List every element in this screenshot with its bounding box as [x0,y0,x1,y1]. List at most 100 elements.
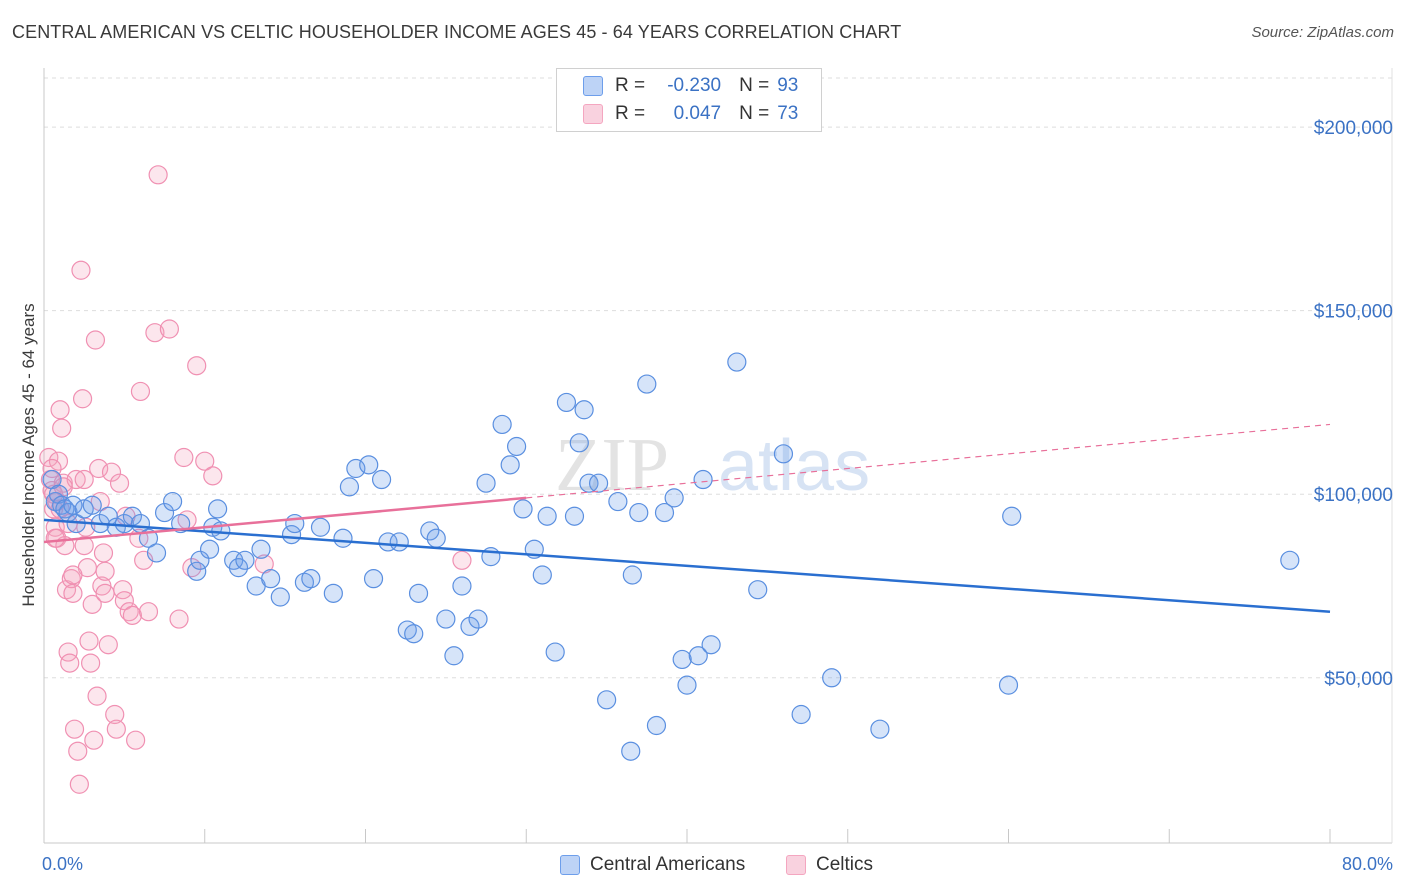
legend-swatch-pink [583,104,603,124]
celtics-point [69,774,89,794]
celtics-point [159,319,179,339]
central-americans-point [82,495,102,515]
celtics-point [45,528,65,548]
celtics-point [130,381,151,402]
central-americans-point [426,528,446,548]
central-americans-point [444,646,464,666]
y-tick-label: $200,000 [1314,118,1393,139]
central-americans-point [646,715,667,736]
central-americans-point [420,521,440,541]
celtics-point [195,451,215,471]
celtics-point [93,543,114,563]
celtics-point [85,330,106,350]
central-americans-point [270,587,290,607]
celtics-trend-extension [526,423,1331,499]
central-americans-point [532,565,552,585]
central-americans-point [492,414,512,435]
celtics-point [39,447,59,468]
central-americans-point [507,436,527,457]
celtics-point [452,550,472,570]
bottom-legend-label: Central Americans [590,854,746,875]
central-americans-point [251,539,271,559]
central-americans-point [569,433,589,453]
legend-swatch-blue [583,76,603,96]
central-americans-point [822,668,842,688]
central-americans-point [389,532,409,552]
central-americans-point [654,502,675,523]
chart-title: CENTRAL AMERICAN VS CELTIC HOUSEHOLDER I… [12,22,902,42]
legend-row-celtics: R = 0.047 N = 73 [583,101,798,127]
central-americans-point [672,649,692,670]
central-americans-point [664,488,684,508]
celtics-trend-line [43,496,527,544]
central-americans-point [323,583,343,603]
legend-n-value: 93 [777,75,799,96]
celtics-point [68,741,88,761]
central-americans-point [339,477,360,497]
central-americans-point [597,690,617,710]
central-americans-point [408,583,429,603]
celtics-point [74,536,94,556]
legend-n-value: 73 [777,103,799,124]
x-tick-label: 0.0% [42,854,83,874]
celtics-point [126,730,146,750]
tick-labels: $50,000 $100,000 $150,000 $200,000 0.0% 80.0% [42,118,1393,874]
x-tick-label: 80.0% [1342,854,1393,874]
celtics-point [63,583,83,603]
central-americans-point [588,473,609,493]
watermark-atlas: atlas [718,426,870,506]
central-americans-point [688,646,708,666]
central-americans-point [404,624,424,644]
central-americans-point [199,539,220,559]
central-americans-point [545,642,565,662]
central-americans-point [436,609,456,629]
central-americans-points [42,352,1300,761]
celtics-point [95,561,115,581]
central-americans-point [537,506,557,526]
celtics-point [169,609,189,629]
y-tick-label: $50,000 [1324,669,1393,690]
central-americans-point [359,455,379,475]
celtics-point [106,719,126,739]
central-americans-point [998,675,1019,695]
bottom-legend-swatch-pink [786,855,806,875]
y-tick-label: $100,000 [1314,485,1393,506]
legend-n-label: N = [739,103,770,124]
central-americans-point [452,576,472,596]
central-americans-point [622,565,642,585]
central-americans-point [629,502,649,523]
axes [43,68,1393,844]
celtics-point [48,451,69,471]
central-americans-point [701,635,721,655]
central-americans-point [574,400,594,420]
celtics-point [82,594,102,614]
celtics-point [89,458,109,479]
celtics-point [138,602,159,622]
central-americans-point [154,502,175,523]
bottom-legend-label: Celtics [816,854,874,875]
central-americans-point [460,616,480,636]
central-americans-point [748,580,768,600]
celtics-point [122,605,143,625]
central-americans-point [621,741,641,761]
central-americans-point [579,473,599,493]
celtics-point [145,323,165,343]
celtics-point [84,730,104,750]
celtics-point [74,469,94,490]
bottom-legend-celtics: Celtics [786,852,873,878]
celtics-point [105,704,125,725]
central-americans-point [190,550,210,570]
central-americans-point [163,491,183,512]
central-americans-point [476,473,496,493]
celtics-point [64,719,85,739]
central-americans-point [378,532,398,552]
central-americans-point [791,704,811,725]
gridlines [44,77,1392,679]
correlation-legend: R = -0.230 N = 93 R = 0.047 N = 73 [556,68,822,132]
central-americans-point [513,499,533,519]
central-americans-point [677,675,697,695]
central-americans-point [870,719,890,739]
central-americans-point [63,495,83,515]
celtics-point [187,356,207,376]
central-americans-point [397,620,417,640]
